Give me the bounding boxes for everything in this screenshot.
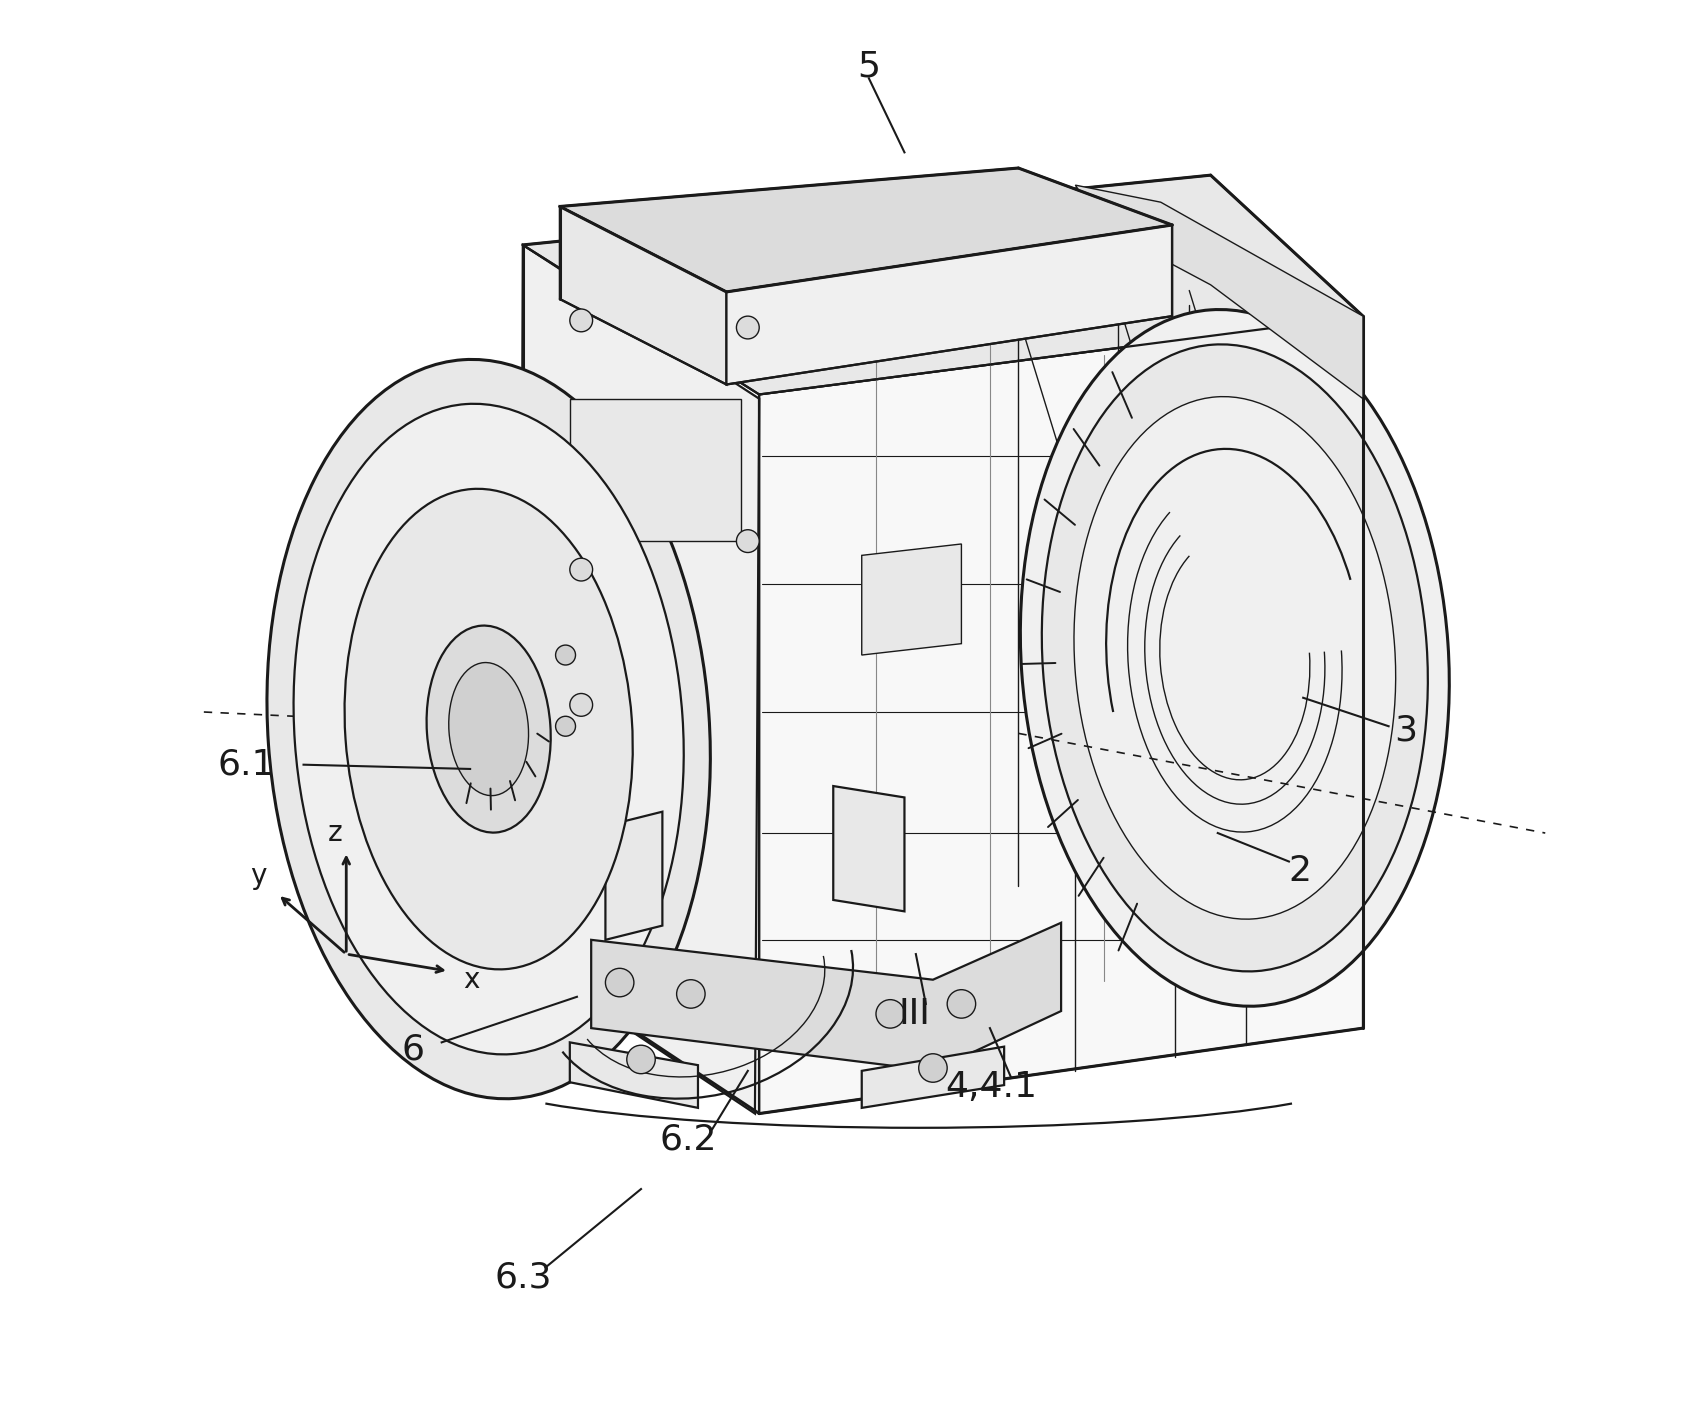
Circle shape xyxy=(570,693,593,716)
Ellipse shape xyxy=(344,488,632,970)
Polygon shape xyxy=(861,1047,1003,1108)
Circle shape xyxy=(605,968,634,997)
Text: 6.3: 6.3 xyxy=(493,1260,551,1294)
Polygon shape xyxy=(759,316,1363,1114)
Polygon shape xyxy=(861,544,961,655)
Ellipse shape xyxy=(1020,309,1449,1007)
Text: x: x xyxy=(463,965,480,994)
Ellipse shape xyxy=(449,662,529,796)
Polygon shape xyxy=(727,225,1173,384)
Polygon shape xyxy=(570,1042,698,1108)
Circle shape xyxy=(876,1000,905,1028)
Polygon shape xyxy=(522,175,1363,394)
Text: III: III xyxy=(898,997,931,1031)
Ellipse shape xyxy=(1042,345,1427,971)
Circle shape xyxy=(570,558,593,581)
Text: 6: 6 xyxy=(402,1032,425,1067)
Circle shape xyxy=(948,990,976,1018)
Ellipse shape xyxy=(427,625,551,833)
Polygon shape xyxy=(559,206,727,384)
Polygon shape xyxy=(605,812,663,940)
Polygon shape xyxy=(559,168,1173,292)
Circle shape xyxy=(556,716,576,736)
Text: y: y xyxy=(249,862,266,890)
Circle shape xyxy=(570,309,593,332)
Ellipse shape xyxy=(293,404,683,1054)
Text: 4,4.1: 4,4.1 xyxy=(946,1069,1037,1104)
Ellipse shape xyxy=(266,359,710,1099)
Circle shape xyxy=(919,1054,948,1082)
Polygon shape xyxy=(592,923,1061,1071)
Circle shape xyxy=(627,1045,656,1074)
Text: 5: 5 xyxy=(858,50,880,84)
Circle shape xyxy=(676,980,705,1008)
Ellipse shape xyxy=(1075,397,1395,918)
Circle shape xyxy=(556,645,576,665)
Circle shape xyxy=(736,530,759,553)
Text: 3: 3 xyxy=(1395,713,1417,748)
Text: z: z xyxy=(327,819,342,847)
Polygon shape xyxy=(520,245,759,1114)
Polygon shape xyxy=(834,786,905,911)
Text: 6.1: 6.1 xyxy=(219,748,275,782)
Text: 6.2: 6.2 xyxy=(659,1122,717,1156)
Polygon shape xyxy=(570,399,741,541)
Text: 2: 2 xyxy=(1288,854,1312,889)
Polygon shape xyxy=(1075,185,1363,399)
Circle shape xyxy=(736,316,759,339)
